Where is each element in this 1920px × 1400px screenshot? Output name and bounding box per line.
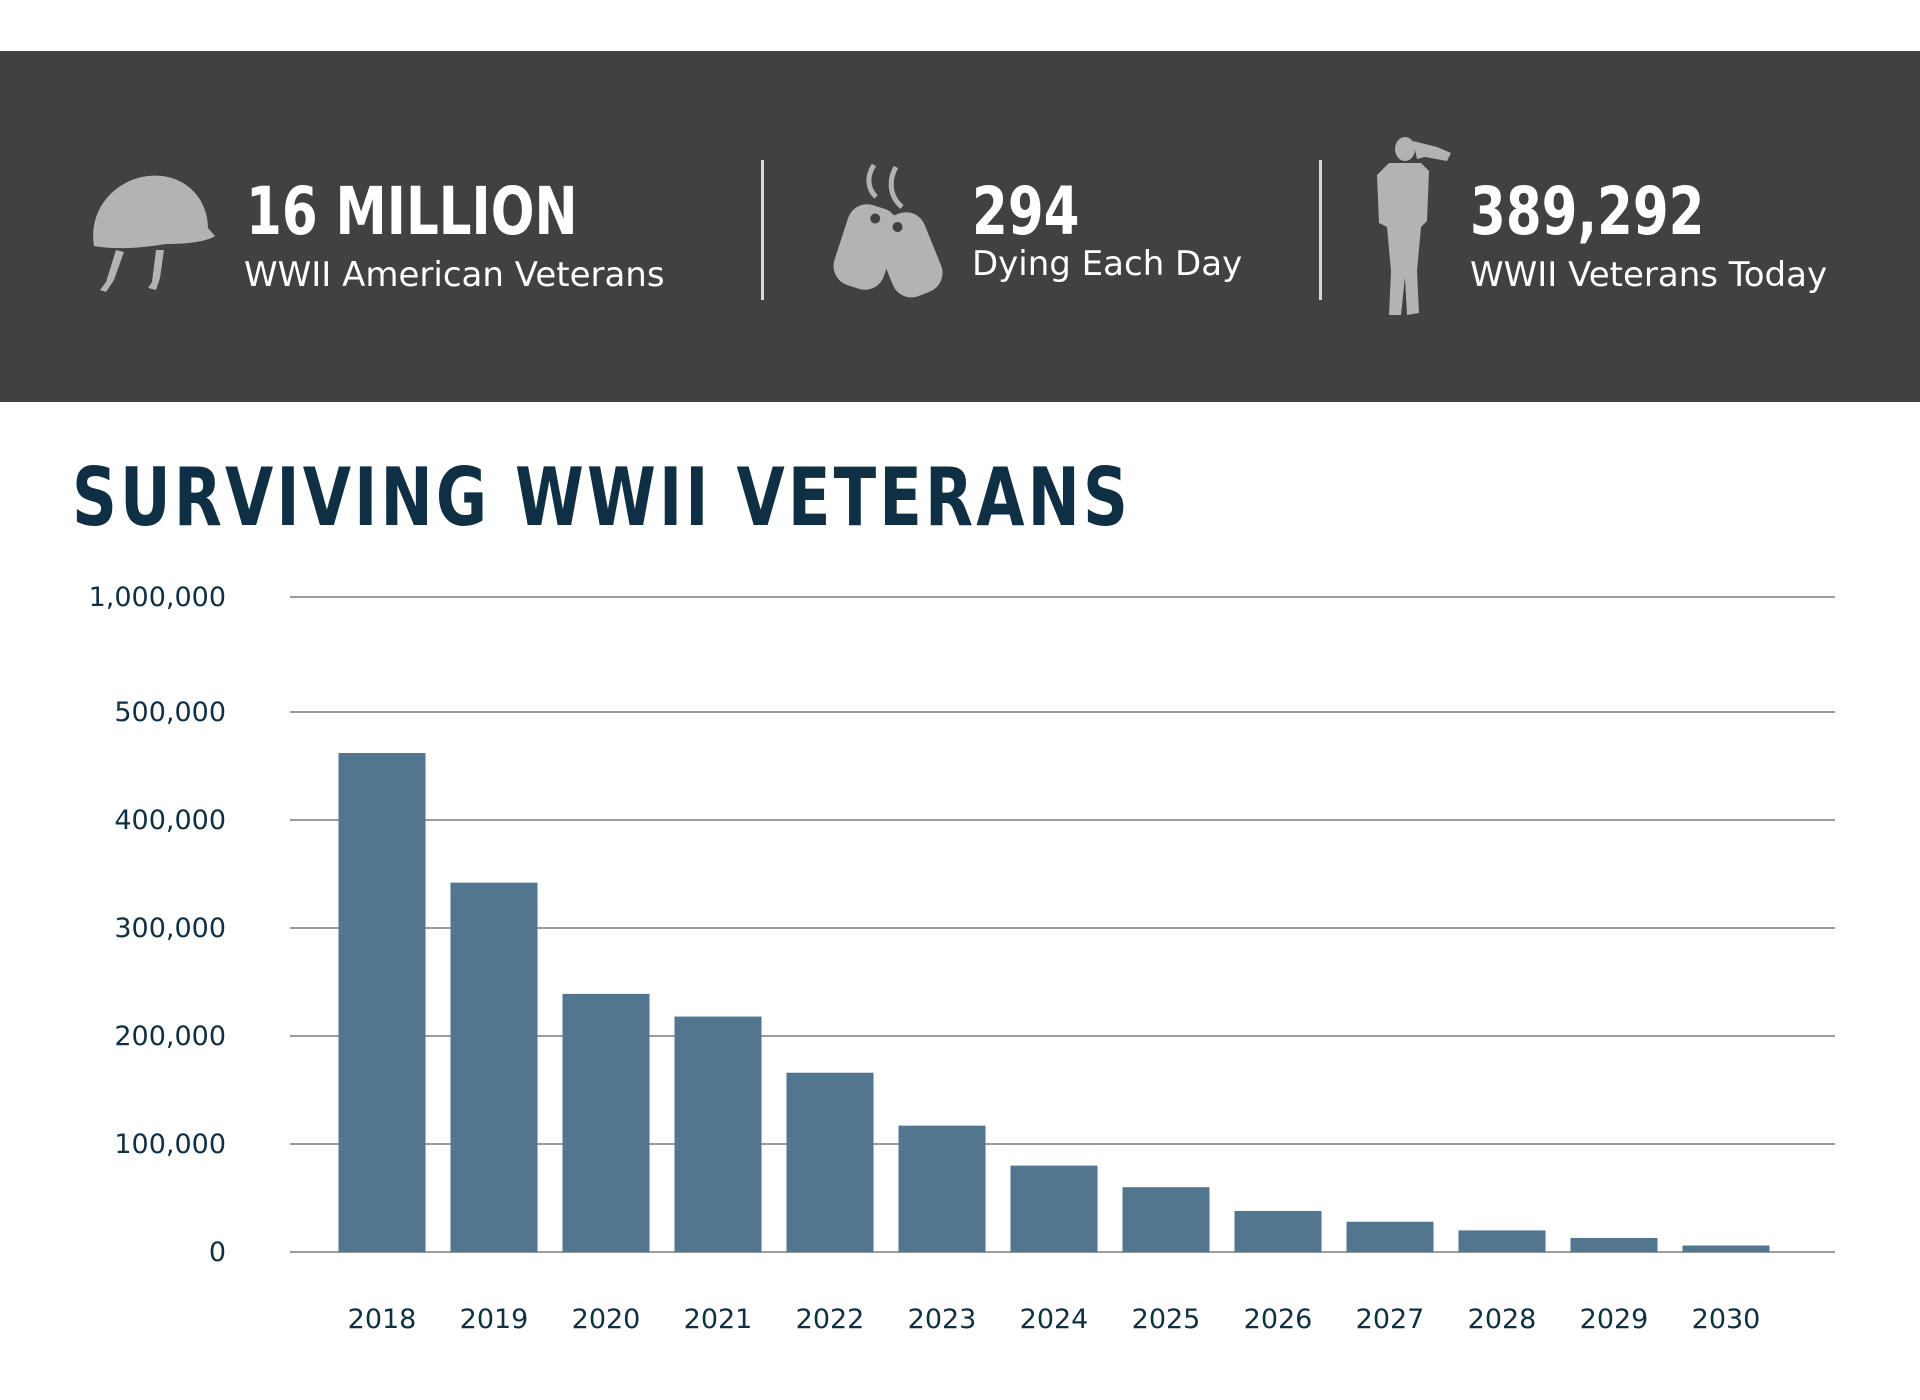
bar-2022 [786, 1072, 874, 1252]
stat-label: Dying Each Day [972, 244, 1243, 284]
x-tick-label: 2019 [460, 1304, 529, 1335]
divider [1319, 160, 1322, 300]
stat-value: 294 [972, 173, 1080, 250]
stat-value: 16 MILLION [246, 173, 578, 250]
bar-2021 [674, 1016, 762, 1252]
y-tick-label: 300,000 [114, 913, 226, 944]
x-tick-label: 2024 [1020, 1304, 1089, 1335]
x-tick-label: 2020 [572, 1304, 641, 1335]
x-tick-label: 2026 [1244, 1304, 1313, 1335]
y-tick-label: 1,000,000 [89, 582, 226, 613]
y-tick-label: 100,000 [114, 1129, 226, 1160]
bar-2018 [338, 753, 426, 1252]
saluting-soldier-icon [1377, 137, 1451, 315]
chart-title: SURVIVING WWII VETERANS [72, 451, 1132, 544]
x-tick-label: 2021 [684, 1304, 753, 1335]
bar-2029 [1570, 1237, 1658, 1252]
stat-label: WWII American Veterans [244, 255, 665, 295]
x-tick-label: 2029 [1580, 1304, 1649, 1335]
bar-2024 [1010, 1165, 1098, 1252]
stats-band: 16 MILLION WWII American Veterans 294 Dy… [0, 51, 1920, 402]
x-tick-label: 2023 [908, 1304, 977, 1335]
x-tick-label: 2027 [1356, 1304, 1425, 1335]
bar-2027 [1346, 1221, 1434, 1252]
y-tick-label: 400,000 [114, 805, 226, 836]
divider [761, 160, 764, 300]
bar-chart: 0 100,000 200,000 300,000 400,000 500,000 1,00… [89, 582, 1835, 1335]
bar-2028 [1458, 1230, 1546, 1252]
bar-2019 [450, 882, 538, 1252]
dog-tags-icon [833, 163, 943, 298]
y-tick-label: 500,000 [114, 697, 226, 728]
stat-label: WWII Veterans Today [1470, 255, 1828, 295]
x-tick-label: 2030 [1692, 1304, 1761, 1335]
helmet-icon [93, 175, 215, 292]
x-tick-label: 2028 [1468, 1304, 1537, 1335]
y-tick-label: 0 [209, 1237, 226, 1268]
bar-2023 [898, 1125, 986, 1252]
y-tick-label: 200,000 [114, 1021, 226, 1052]
x-tick-label: 2018 [348, 1304, 417, 1335]
bar-2026 [1234, 1210, 1322, 1252]
bar-2025 [1122, 1187, 1210, 1252]
bar-2030 [1682, 1245, 1770, 1252]
bar-2020 [562, 993, 650, 1252]
x-tick-label: 2025 [1132, 1304, 1201, 1335]
stat-value: 389,292 [1470, 173, 1705, 250]
x-tick-label: 2022 [796, 1304, 865, 1335]
